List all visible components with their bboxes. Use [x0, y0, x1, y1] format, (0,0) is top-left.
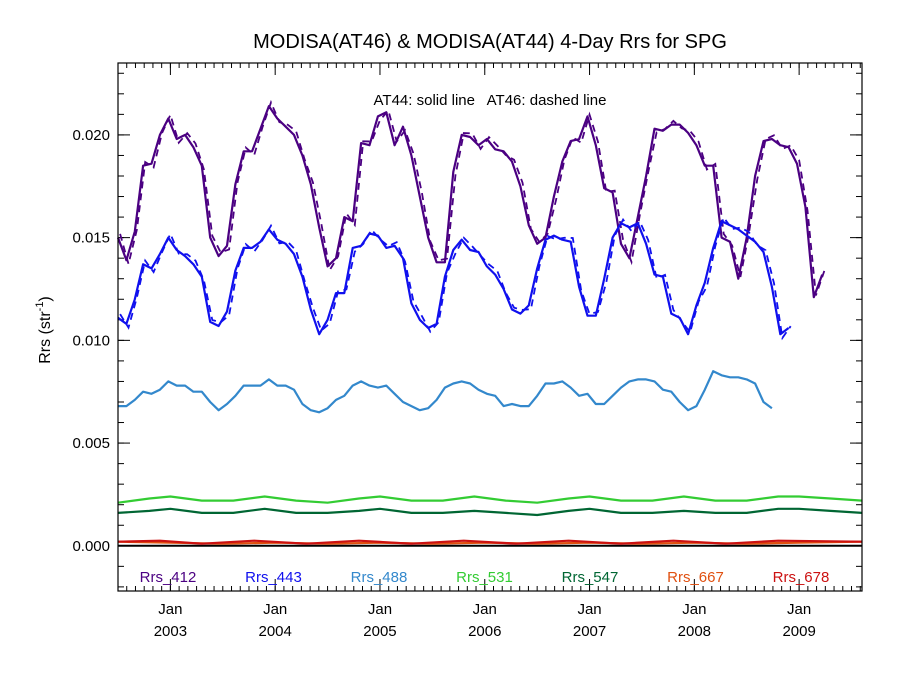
x-tick-label-month: Jan [368, 601, 392, 618]
x-tick-label-month: Jan [682, 601, 706, 618]
legend-label-rrs-488: Rrs_488 [351, 569, 408, 586]
y-tick-label: 0.000 [72, 538, 110, 555]
x-tick-label-month: Jan [158, 601, 182, 618]
y-tick-label: 0.015 [72, 230, 110, 247]
legend-label-rrs-678: Rrs_678 [773, 569, 830, 586]
x-tick-label-year: 2007 [573, 623, 606, 640]
x-tick-label-year: 2003 [154, 623, 187, 640]
x-tick-label-month: Jan [473, 601, 497, 618]
y-tick-label: 0.010 [72, 332, 110, 349]
line-style-annotation: AT44: solid line AT46: dashed line [374, 92, 607, 109]
x-tick-label-year: 2004 [258, 623, 291, 640]
y-tick-label: 0.020 [72, 127, 110, 144]
series-line-rrs-531 [117, 495, 863, 504]
x-tick-label-year: 2008 [678, 623, 711, 640]
series-line-rrs-443 [117, 220, 790, 336]
series-line-rrs-547 [117, 507, 863, 517]
chart-title: MODISA(AT46) & MODISA(AT44) 4-Day Rrs fo… [253, 31, 727, 53]
x-tick-label-year: 2005 [363, 623, 396, 640]
x-tick-label-year: 2009 [782, 623, 815, 640]
series-line-rrs-412 [116, 104, 824, 299]
series-dashed-rrs-443 [119, 215, 792, 341]
legend-label-rrs-443: Rrs_443 [245, 569, 302, 586]
legend-label-rrs-667: Rrs_667 [667, 569, 724, 586]
legend-label-rrs-547: Rrs_547 [562, 569, 619, 586]
plot-frame [117, 62, 863, 592]
series-dashed-rrs-412 [119, 99, 826, 296]
x-tick-label-month: Jan [263, 601, 287, 618]
y-axis-label-superscript: -1 [34, 302, 46, 312]
plot-area: 0.000 0.005 0.010 0.015 0.020 Jan 2003 Jan 2004 J… [72, 63, 863, 640]
x-tick-label-month: Jan [787, 601, 811, 618]
y-axis-label-text: Rrs (str [37, 311, 54, 364]
legend-label-rrs-531: Rrs_531 [456, 569, 513, 586]
x-tick-label-month: Jan [577, 601, 601, 618]
y-axis-label-close: ) [37, 296, 54, 301]
legend-label-rrs-412: Rrs_412 [140, 569, 197, 586]
series-line-rrs-488 [118, 370, 773, 414]
x-tick-label-year: 2006 [468, 623, 501, 640]
series-line-rrs-678 [117, 539, 863, 545]
y-axis-label: Rrs (str-1) [34, 296, 54, 364]
y-tick-label: 0.005 [72, 435, 110, 452]
